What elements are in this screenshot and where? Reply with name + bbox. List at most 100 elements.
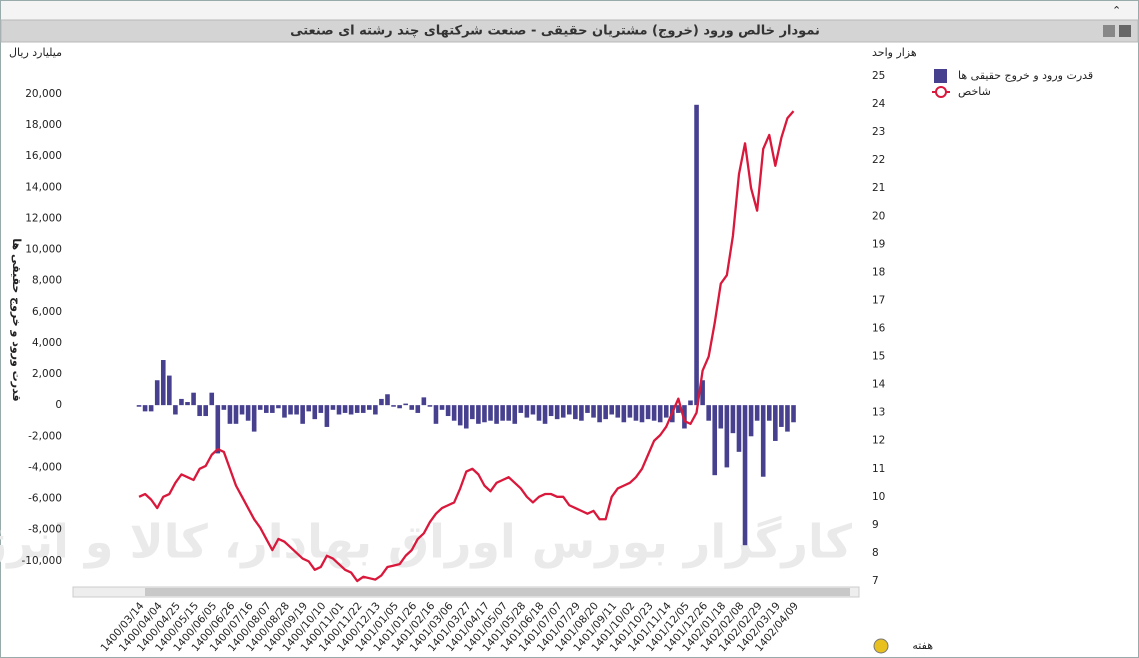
bar — [421, 397, 427, 406]
legend-swatch — [935, 86, 947, 98]
y-tick-label: 18,000 — [25, 119, 62, 131]
bar — [451, 405, 457, 421]
bar — [591, 405, 596, 418]
bar — [615, 405, 621, 418]
bar — [403, 403, 408, 406]
bar — [754, 405, 760, 421]
bar — [621, 405, 627, 423]
bar — [736, 405, 742, 452]
bar — [597, 405, 602, 423]
bar — [524, 405, 530, 418]
bar — [379, 398, 384, 406]
bar — [209, 392, 215, 406]
bar — [257, 405, 263, 410]
bar — [312, 405, 318, 420]
bar — [694, 104, 699, 406]
scrollbar-thumb[interactable] — [145, 588, 850, 596]
bar — [748, 405, 754, 437]
bar — [215, 405, 221, 454]
bar — [142, 405, 148, 412]
bar — [245, 405, 251, 421]
bar — [724, 405, 730, 468]
bar — [779, 405, 784, 427]
bar — [185, 402, 190, 406]
bar — [706, 405, 711, 421]
bar — [385, 394, 390, 406]
bar — [154, 380, 160, 406]
bar — [470, 405, 475, 420]
y-tick-label: -8,000 — [28, 524, 62, 536]
legend-label: قدرت ورود و خروج حقیقی ها — [958, 69, 1093, 82]
title-bar — [0, 19, 1139, 43]
save-icon[interactable] — [1119, 25, 1131, 37]
bar — [536, 405, 542, 421]
bar — [573, 405, 578, 420]
bar — [348, 405, 354, 415]
y-tick-label: 8,000 — [32, 275, 62, 287]
y2-tick-label: 24 — [872, 98, 886, 110]
bar — [530, 405, 536, 415]
y2-tick-label: 19 — [872, 238, 885, 250]
bar — [324, 405, 330, 427]
bar — [663, 405, 669, 418]
y2-tick-label: 7 — [872, 575, 879, 587]
x-axis-title: هفته — [912, 639, 933, 652]
refresh-icon[interactable] — [873, 638, 889, 654]
bar — [270, 405, 275, 413]
bar — [445, 405, 451, 417]
legend-swatch — [934, 69, 947, 83]
bar — [191, 392, 196, 406]
y-tick-label: 16,000 — [25, 150, 62, 162]
bar — [476, 405, 481, 424]
y-tick-label: 10,000 — [25, 244, 62, 256]
bar — [488, 405, 493, 421]
y-tick-label: 14,000 — [25, 181, 62, 193]
bar — [397, 405, 402, 409]
y2-tick-label: 22 — [872, 154, 885, 166]
bar — [294, 405, 299, 415]
bar — [627, 405, 633, 418]
bar — [427, 405, 433, 407]
y2-tick-label: 17 — [872, 294, 885, 306]
bar — [676, 405, 681, 413]
print-icon[interactable] — [1103, 25, 1115, 37]
bar — [645, 405, 651, 420]
bar — [300, 405, 305, 424]
bar — [160, 360, 166, 406]
bar — [373, 405, 378, 415]
y-tick-label: -2,000 — [28, 430, 62, 442]
bar — [700, 380, 705, 406]
bar — [518, 405, 524, 413]
bar — [500, 405, 505, 421]
bar — [785, 405, 790, 432]
y-tick-label: -6,000 — [28, 493, 62, 505]
y2-tick-label: 15 — [872, 351, 885, 363]
bar — [227, 405, 233, 424]
bar — [318, 405, 324, 413]
bar — [554, 405, 560, 420]
bar — [494, 405, 499, 424]
bar — [603, 405, 608, 420]
y2-tick-label: 18 — [872, 266, 885, 278]
bar — [263, 405, 269, 413]
y-tick-label: 4,000 — [32, 337, 62, 349]
y2-unit: هزار واحد — [872, 46, 917, 59]
y-tick-label: -4,000 — [28, 461, 62, 473]
y2-tick-label: 8 — [872, 547, 879, 559]
y-tick-label: 2,000 — [32, 368, 62, 380]
bar — [651, 405, 657, 421]
bar — [766, 405, 772, 421]
bar — [239, 405, 245, 415]
bar — [197, 405, 202, 417]
bar — [439, 405, 445, 410]
collapse-button[interactable]: ⌃ — [1112, 4, 1121, 17]
bar — [354, 405, 360, 413]
y2-tick-label: 16 — [872, 323, 886, 335]
chart-title: نمودار خالص ورود (خروج) مشتریان حقیقی - … — [290, 24, 820, 39]
bar — [773, 405, 778, 441]
y2-tick-label: 25 — [872, 70, 885, 82]
bar — [233, 405, 239, 424]
bar — [718, 405, 724, 429]
